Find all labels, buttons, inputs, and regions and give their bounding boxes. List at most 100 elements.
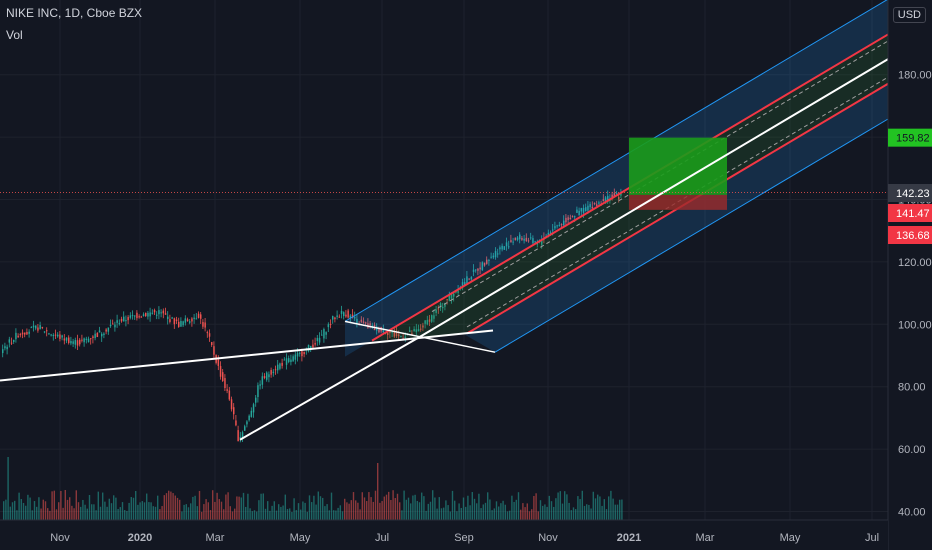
volume-bar (181, 511, 183, 520)
candle-body (68, 337, 70, 343)
candle-body (230, 399, 233, 410)
volume-bar (359, 509, 361, 520)
pitchfork-blue-top (344, 0, 888, 322)
volume-bar (62, 507, 64, 520)
candle-body (160, 312, 162, 314)
volume-bar (451, 490, 454, 520)
volume-bar (612, 498, 614, 520)
candle-body (400, 335, 402, 337)
candle-body (479, 267, 481, 270)
candle-body (15, 332, 17, 340)
candle-body (521, 237, 523, 240)
volume-bar (47, 508, 49, 520)
candle-body (558, 224, 561, 226)
candle-body (268, 374, 270, 378)
candle-body (582, 207, 585, 213)
candle-body (116, 320, 118, 323)
pitchfork-dashed-top (431, 40, 889, 312)
candle-body (17, 335, 19, 338)
volume-bar (80, 506, 82, 520)
volume-bar (401, 510, 403, 520)
candle-body (444, 303, 446, 307)
candle-body (596, 204, 598, 206)
volume-legend: Vol (6, 28, 23, 42)
volume-bar (572, 507, 575, 520)
candle-body (413, 328, 415, 332)
volume-bar (185, 504, 187, 520)
candle-body (607, 195, 609, 203)
candle-body (556, 225, 558, 227)
volume-bar (121, 502, 124, 520)
volume-bar (20, 499, 22, 520)
candle-body (158, 310, 160, 315)
candle-body (241, 432, 244, 439)
candle-body (387, 332, 389, 335)
candle-body (224, 378, 226, 389)
candle-body (219, 366, 222, 377)
candle-body (10, 342, 13, 344)
candle-body (477, 268, 479, 271)
candle-body (589, 204, 591, 208)
candle-body (492, 255, 495, 258)
volume-bar (568, 502, 570, 520)
candle-body (323, 329, 325, 339)
candle-body (435, 309, 437, 313)
volume-bar (176, 497, 179, 520)
pitchfork-dashed-bottom (466, 76, 889, 328)
volume-bar (590, 508, 592, 520)
volume-bar (559, 491, 561, 520)
volume-bar (333, 510, 335, 520)
volume-bar (328, 510, 330, 520)
volume-bar (557, 492, 559, 520)
candle-body (101, 333, 103, 337)
candle-body (4, 346, 6, 349)
volume-bar (264, 508, 267, 520)
volume-bar (170, 491, 172, 520)
volume-bar (302, 501, 304, 520)
candle-body (107, 327, 110, 332)
candle-body (340, 310, 343, 314)
volume-bar (366, 501, 368, 520)
volume-bar (341, 511, 344, 520)
volume-bar (480, 508, 482, 520)
volume-bar (5, 499, 7, 520)
candle-body (270, 369, 272, 375)
volume-bar (69, 497, 71, 520)
volume-bar (434, 497, 436, 520)
volume-bar (396, 493, 399, 520)
volume-bar (432, 490, 434, 520)
volume-bar (201, 511, 203, 520)
currency-button[interactable]: USD (892, 7, 926, 23)
candle-body (362, 321, 365, 324)
price-badge-bg (888, 226, 932, 244)
volume-bar (605, 509, 608, 520)
volume-bar (273, 501, 275, 520)
candle-body (464, 282, 466, 286)
volume-bar (447, 505, 449, 520)
x-tick-label: May (290, 532, 311, 544)
volume-bar (315, 504, 317, 520)
volume-bar (608, 496, 610, 520)
volume-bar (542, 505, 544, 520)
candle-body (422, 325, 424, 328)
candle-body (39, 325, 41, 329)
candle-body (164, 313, 167, 315)
volume-bar (324, 506, 326, 520)
price-badge-bg (888, 184, 932, 202)
candle-body (153, 309, 156, 313)
volume-bar (27, 494, 29, 520)
volume-bar (163, 495, 165, 520)
volume-bar (161, 506, 163, 520)
volume-bar (616, 504, 619, 520)
volume-bar (438, 497, 440, 520)
pitchfork-upper-band (345, 0, 888, 357)
volume-bar (390, 500, 392, 520)
volume-bar (579, 499, 581, 520)
candle-body (494, 251, 497, 258)
volume-bar (293, 498, 295, 520)
volume-bar (421, 492, 423, 520)
candle-body (585, 207, 587, 212)
volume-bar (566, 494, 568, 520)
candle-body (250, 410, 253, 417)
